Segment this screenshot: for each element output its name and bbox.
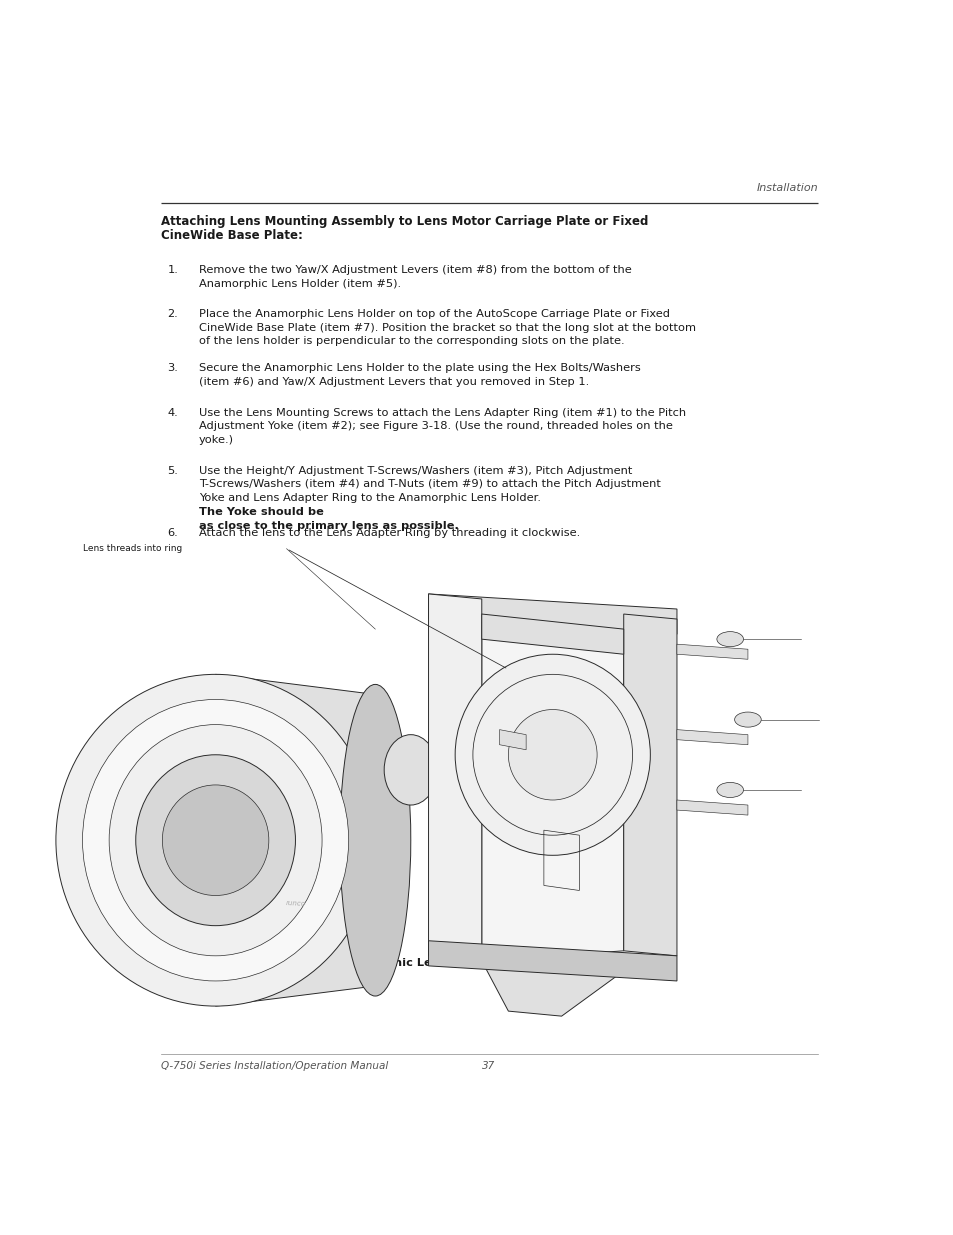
Polygon shape — [428, 594, 677, 634]
Text: 5.: 5. — [167, 466, 178, 475]
Text: Figure 3-18. Attaching the Anamorphic Lens to the Lens Ring: Figure 3-18. Attaching the Anamorphic Le… — [161, 958, 556, 968]
Text: 6.: 6. — [167, 527, 178, 537]
Ellipse shape — [455, 655, 650, 856]
Polygon shape — [428, 594, 481, 961]
Ellipse shape — [56, 674, 375, 1007]
Ellipse shape — [109, 725, 322, 956]
Text: runco: runco — [285, 899, 305, 906]
Ellipse shape — [339, 684, 411, 997]
Text: CineWide Base Plate:: CineWide Base Plate: — [161, 228, 303, 242]
Text: Lens threads into ring: Lens threads into ring — [82, 543, 182, 552]
Text: Use the Lens Mounting Screws to attach the Lens Adapter Ring (item #1) to the Pi: Use the Lens Mounting Screws to attach t… — [199, 408, 685, 445]
Polygon shape — [677, 730, 747, 745]
Polygon shape — [481, 614, 623, 655]
Text: Attaching Lens Mounting Assembly to Lens Motor Carriage Plate or Fixed: Attaching Lens Mounting Assembly to Lens… — [161, 215, 648, 227]
Text: 37: 37 — [482, 1061, 495, 1071]
Polygon shape — [623, 614, 677, 956]
Text: 1.: 1. — [167, 266, 178, 275]
Ellipse shape — [734, 713, 760, 727]
Ellipse shape — [716, 783, 742, 798]
Text: Use the Height/Y Adjustment T-Screws/Washers (item #3), Pitch Adjustment
T-Screw: Use the Height/Y Adjustment T-Screws/Was… — [199, 466, 660, 503]
Ellipse shape — [82, 699, 349, 981]
Ellipse shape — [716, 631, 742, 647]
Text: 2.: 2. — [167, 309, 178, 319]
Text: 4.: 4. — [167, 408, 178, 417]
Ellipse shape — [508, 710, 597, 800]
Polygon shape — [499, 730, 526, 750]
Text: Secure the Anamorphic Lens Holder to the plate using the Hex Bolts/Washers
(item: Secure the Anamorphic Lens Holder to the… — [199, 363, 640, 387]
Text: Place the Anamorphic Lens Holder on top of the AutoScope Carriage Plate or Fixed: Place the Anamorphic Lens Holder on top … — [199, 309, 696, 346]
Text: The Yoke should be
as close to the primary lens as possible.: The Yoke should be as close to the prima… — [199, 508, 458, 531]
Polygon shape — [481, 599, 623, 961]
Ellipse shape — [384, 735, 436, 805]
Text: 3.: 3. — [167, 363, 178, 373]
Polygon shape — [428, 941, 677, 981]
Text: Q-750i Series Installation/Operation Manual: Q-750i Series Installation/Operation Man… — [161, 1061, 388, 1071]
Polygon shape — [677, 645, 747, 659]
Polygon shape — [215, 674, 375, 1007]
Text: Attach the lens to the Lens Adapter Ring by threading it clockwise.: Attach the lens to the Lens Adapter Ring… — [199, 527, 579, 537]
Ellipse shape — [162, 785, 269, 895]
Text: Installation: Installation — [756, 183, 817, 194]
Polygon shape — [481, 961, 623, 1016]
Text: Remove the two Yaw/X Adjustment Levers (item #8) from the bottom of the
Anamorph: Remove the two Yaw/X Adjustment Levers (… — [199, 266, 631, 289]
Polygon shape — [677, 800, 747, 815]
Ellipse shape — [135, 755, 295, 926]
